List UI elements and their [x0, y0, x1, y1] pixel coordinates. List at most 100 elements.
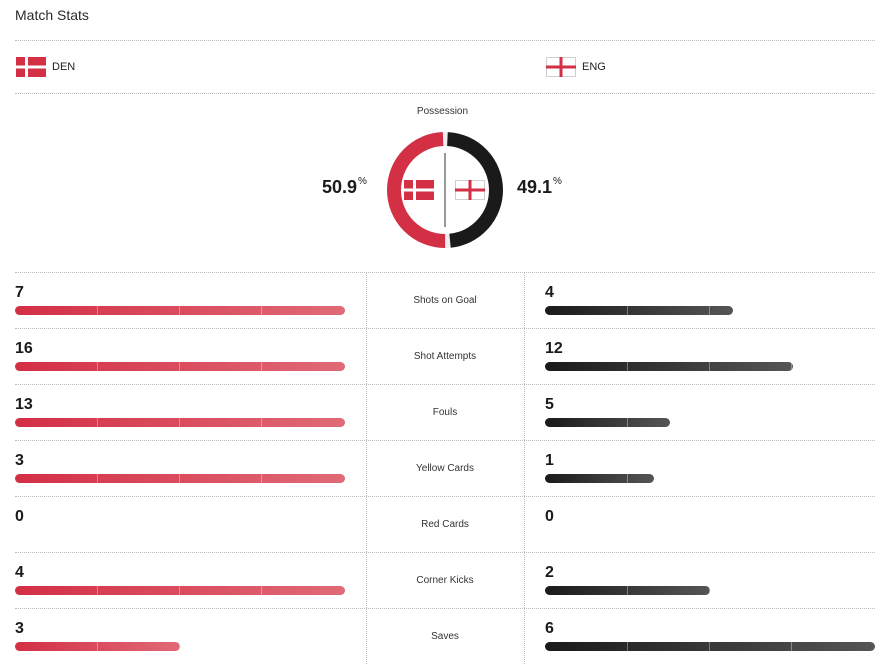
column-divider	[366, 384, 367, 440]
away-stat-bar	[545, 418, 670, 427]
divider	[15, 496, 875, 497]
bar-segment-tick	[179, 418, 180, 427]
stat-label: Yellow Cards	[416, 463, 474, 474]
home-possession-value: 50.9	[322, 177, 358, 197]
bar-segment-tick	[261, 306, 262, 315]
percent-unit: %	[358, 176, 367, 187]
divider	[15, 552, 875, 553]
bar-segment-tick	[791, 642, 792, 651]
stat-row: 7 4 Shots on Goal	[0, 272, 885, 328]
away-stat-bar	[545, 362, 793, 371]
away-stat-value: 5	[545, 396, 554, 413]
bar-segment-tick	[97, 642, 98, 651]
home-stat-bar	[15, 306, 345, 315]
bar-segment-tick	[179, 306, 180, 315]
stat-label: Shot Attempts	[413, 351, 477, 362]
bar-segment-tick	[627, 586, 628, 595]
divider	[15, 272, 875, 273]
stat-row: 3 1 Yellow Cards	[0, 440, 885, 496]
away-stat-value: 12	[545, 340, 563, 357]
away-team: ENG	[546, 57, 606, 77]
column-divider	[524, 440, 525, 496]
away-stat-value: 0	[545, 508, 554, 525]
home-stat-value: 7	[15, 284, 24, 301]
bar-segment-tick	[97, 362, 98, 371]
bar-segment-tick	[709, 642, 710, 651]
bar-segment-tick	[709, 586, 710, 595]
away-stat-value: 4	[545, 284, 554, 301]
divider	[15, 384, 875, 385]
bar-segment-tick	[627, 362, 628, 371]
home-team: DEN	[16, 57, 75, 77]
column-divider	[366, 272, 367, 328]
bar-segment-tick	[97, 586, 98, 595]
stat-row: 4 2 Corner Kicks	[0, 552, 885, 608]
column-divider	[524, 328, 525, 384]
column-divider	[366, 440, 367, 496]
away-team-abbr: ENG	[582, 61, 606, 73]
home-stat-value: 0	[15, 508, 24, 525]
column-divider	[366, 608, 367, 664]
home-stat-bar	[15, 362, 345, 371]
bar-segment-tick	[791, 362, 792, 371]
stat-row: 3 6 Saves	[0, 608, 885, 664]
away-stat-value: 2	[545, 564, 554, 581]
home-stat-value: 3	[15, 620, 24, 637]
bar-segment-tick	[97, 474, 98, 483]
away-stat-bar	[545, 474, 654, 483]
bar-segment-tick	[709, 362, 710, 371]
possession-ring-home	[387, 132, 503, 248]
away-stat-bar	[545, 306, 733, 315]
denmark-flag-icon	[16, 57, 46, 77]
england-flag-icon	[455, 180, 485, 200]
column-divider	[366, 552, 367, 608]
bar-segment-tick	[627, 306, 628, 315]
bar-segment-tick	[179, 586, 180, 595]
away-stat-value: 6	[545, 620, 554, 637]
bar-segment-tick	[261, 586, 262, 595]
home-stat-value: 3	[15, 452, 24, 469]
stat-row: 16 12 Shot Attempts	[0, 328, 885, 384]
possession-donut	[387, 132, 503, 248]
column-divider	[366, 328, 367, 384]
bar-segment-tick	[627, 418, 628, 427]
bar-segment-tick	[261, 474, 262, 483]
column-divider	[524, 496, 525, 552]
away-possession-value: 49.1	[517, 177, 553, 197]
stat-row: 0 0 Red Cards	[0, 496, 885, 552]
bar-segment-tick	[261, 418, 262, 427]
bar-segment-tick	[261, 362, 262, 371]
denmark-flag-icon	[404, 180, 434, 200]
bar-segment-tick	[627, 474, 628, 483]
home-stat-value: 4	[15, 564, 24, 581]
possession-label: Possession	[416, 106, 469, 117]
away-stat-bar	[545, 642, 875, 651]
england-flag-icon	[546, 57, 576, 77]
stat-row: 13 5 Fouls	[0, 384, 885, 440]
possession-ring-away	[387, 132, 503, 248]
home-possession: 50.9%	[322, 176, 367, 198]
home-stat-bar	[15, 586, 345, 595]
home-stat-bar	[15, 474, 345, 483]
bar-segment-tick	[179, 642, 180, 651]
home-stat-value: 16	[15, 340, 33, 357]
divider	[15, 93, 875, 94]
divider	[15, 328, 875, 329]
home-stat-bar	[15, 418, 345, 427]
bar-segment-tick	[709, 306, 710, 315]
column-divider	[524, 272, 525, 328]
home-stat-bar	[15, 642, 180, 651]
stat-label: Saves	[431, 631, 459, 642]
away-possession: 49.1%	[517, 176, 562, 198]
column-divider	[524, 608, 525, 664]
percent-unit: %	[553, 176, 562, 187]
column-divider	[524, 384, 525, 440]
bar-segment-tick	[97, 418, 98, 427]
bar-segment-tick	[179, 474, 180, 483]
away-stat-value: 1	[545, 452, 554, 469]
match-stats-title: Match Stats	[15, 7, 89, 23]
bar-segment-tick	[97, 306, 98, 315]
stat-label: Shots on Goal	[413, 295, 477, 306]
divider	[15, 440, 875, 441]
column-divider	[524, 552, 525, 608]
